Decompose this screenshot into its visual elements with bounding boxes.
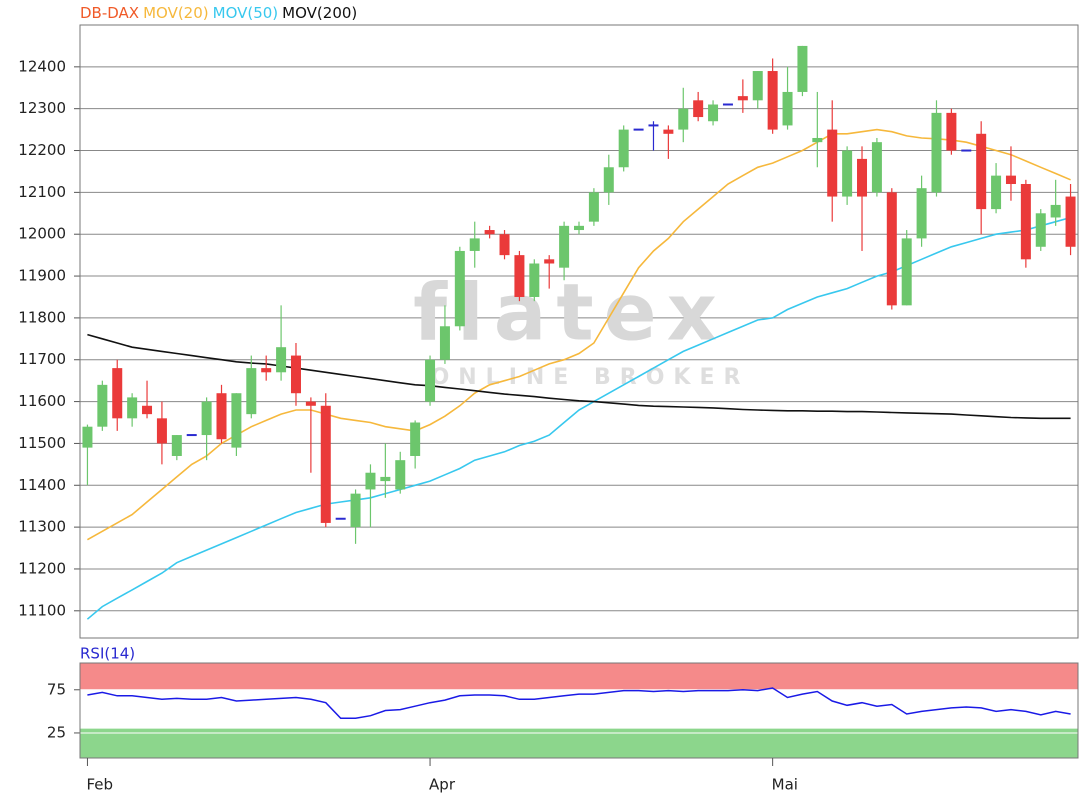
candle-body — [216, 393, 227, 440]
candle-body — [812, 137, 823, 143]
candle-body — [782, 91, 793, 126]
candle-body — [529, 263, 540, 297]
candle-body — [737, 96, 748, 101]
candle-body — [886, 192, 897, 306]
y-tick-label: 25 — [47, 723, 66, 741]
candle-body — [663, 129, 674, 134]
candle-body — [410, 422, 421, 456]
candle-body — [1065, 196, 1076, 247]
candle-body — [97, 384, 108, 427]
candle-body — [708, 104, 719, 122]
rsi-line — [87, 687, 1071, 720]
legend-entry: DB-DAX — [80, 4, 139, 22]
candle-body — [991, 175, 1002, 210]
candle-body — [544, 259, 555, 264]
candle-body — [842, 150, 853, 197]
candle-body — [469, 238, 480, 251]
candle-body — [797, 45, 808, 92]
candle-body — [142, 405, 153, 415]
candle-body — [767, 71, 778, 130]
candle-body — [156, 418, 167, 444]
candle-body — [559, 225, 570, 268]
candle-body — [82, 426, 93, 448]
candle-body — [171, 435, 182, 456]
candle-body — [320, 405, 331, 523]
candle-body — [574, 225, 584, 231]
candle-body — [901, 238, 912, 306]
legend: DB-DAX MOV(20) MOV(50) MOV(200) — [80, 4, 357, 22]
candle-body — [1035, 213, 1046, 247]
candle-body — [290, 355, 301, 394]
y-tick-label: 11400 — [18, 476, 66, 494]
candle-body — [871, 142, 882, 193]
y-tick-label: 11100 — [18, 601, 66, 619]
candle-body — [857, 158, 868, 197]
x-tick-label: Apr — [429, 776, 456, 794]
candle-body — [127, 397, 138, 419]
candle-body — [603, 167, 614, 193]
y-tick-label: 11900 — [18, 267, 66, 285]
zone-band — [80, 728, 1078, 758]
candle-body — [395, 460, 406, 490]
candle-body — [693, 100, 704, 118]
candle-body — [454, 250, 465, 327]
candle-body — [484, 230, 495, 235]
candle-body — [588, 192, 599, 222]
candle-body — [231, 393, 242, 448]
y-tick-label: 12100 — [18, 183, 66, 201]
y-tick-label: 11500 — [18, 434, 66, 452]
candle-body — [514, 255, 525, 297]
y-tick-label: 12400 — [18, 57, 66, 75]
candle-body — [1005, 175, 1016, 185]
candle-body — [618, 129, 629, 168]
panel-title: RSI(14) — [80, 645, 135, 663]
candle-body — [976, 133, 987, 210]
candle-body — [1020, 184, 1031, 260]
moving-average-line — [87, 128, 1071, 541]
candle-body — [201, 401, 212, 436]
y-tick-label: 11200 — [18, 559, 66, 577]
legend-entry: MOV(20) — [143, 4, 209, 22]
y-tick-label: 12200 — [18, 141, 66, 159]
plot-area — [80, 25, 1078, 638]
y-tick-label: 75 — [47, 680, 66, 698]
candle-body — [499, 234, 510, 256]
candle-body — [1050, 204, 1061, 218]
candle-body — [931, 112, 942, 193]
candle-body — [246, 368, 257, 415]
candle-body — [350, 493, 361, 528]
y-tick-label: 11700 — [18, 350, 66, 368]
candle-body — [946, 112, 957, 151]
zone-band — [80, 663, 1078, 690]
y-tick-label: 11300 — [18, 518, 66, 536]
candle-body — [112, 368, 123, 419]
candle-body — [752, 71, 763, 101]
plot-frame — [79, 24, 1079, 639]
plot-frame — [79, 662, 1079, 759]
x-tick-label: Feb — [86, 776, 113, 794]
candle-body — [425, 359, 436, 402]
legend-entry: MOV(200) — [282, 4, 357, 22]
candle-body — [916, 188, 927, 239]
y-tick-label: 12000 — [18, 225, 66, 243]
candle-body — [305, 401, 316, 406]
y-tick-label: 11600 — [18, 392, 66, 410]
y-tick-label: 11800 — [18, 308, 66, 326]
x-tick-label: Mai — [772, 776, 798, 794]
candle-body — [827, 129, 838, 197]
candle-body — [678, 108, 689, 130]
candle-body — [276, 347, 287, 373]
candle-body — [380, 476, 391, 482]
watermark-tagline: ONLINE BROKER — [431, 365, 750, 390]
legend-entry: MOV(50) — [213, 4, 279, 22]
candle-body — [439, 326, 450, 360]
candle-body — [261, 368, 272, 373]
y-tick-label: 12300 — [18, 99, 66, 117]
candle-body — [365, 472, 376, 490]
